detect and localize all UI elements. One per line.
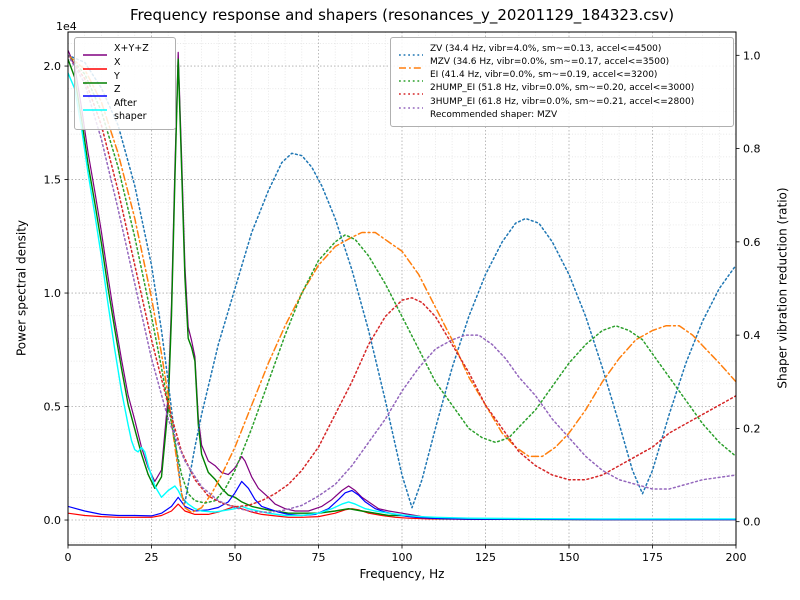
legend-item-3hump-ei: 3HUMP_EI (61.8 Hz, vibr=0.0%, sm~=0.21, … [398, 96, 726, 109]
right-y-tick-label: 1.0 [743, 49, 761, 62]
legend-label: ZV (34.4 Hz, vibr=4.0%, sm~=0.13, accel<… [430, 44, 662, 54]
series-z [68, 480, 736, 521]
line-swatch-y [82, 72, 108, 84]
recommended-shaper-note: Recommended shaper: MZV [430, 109, 726, 121]
series-ei [68, 54, 736, 504]
series-after-shaper [68, 72, 736, 520]
legend-item-mzv: MZV (34.6 Hz, vibr=0.0%, sm~=0.17, accel… [398, 56, 726, 69]
legend-item-x: X [82, 57, 168, 70]
legend-item-xyz: X+Y+Z [82, 43, 168, 56]
line-swatch-xyz [82, 44, 108, 56]
x-tick-label: 150 [559, 551, 580, 564]
right-y-tick-label: 0.8 [743, 143, 761, 156]
legend-item-ei: EI (41.4 Hz, vibr=0.0%, sm~=0.19, accel<… [398, 69, 726, 83]
chart-title: Frequency response and shapers (resonanc… [129, 6, 675, 24]
line-swatch-mzv [398, 57, 424, 69]
left-y-axis-label: Power spectral density [14, 219, 29, 357]
legend-label: 3HUMP_EI (61.8 Hz, vibr=0.0%, sm~=0.21, … [430, 96, 695, 107]
line-swatch-2hump-ei [398, 83, 424, 96]
line-swatch-3hump-ei [398, 97, 424, 109]
x-tick-label: 125 [475, 551, 496, 564]
series-x-y-z [68, 49, 736, 521]
right-y-tick-label: 0.6 [743, 236, 761, 249]
left-y-tick-label: 2.0 [44, 60, 62, 73]
legend-label: Z [114, 84, 121, 96]
psd-legend: X+Y+Z X Y Z After shaper [74, 37, 176, 130]
shaper-legend: ZV (34.4 Hz, vibr=4.0%, sm~=0.13, accel<… [390, 37, 734, 127]
line-swatch-z [82, 85, 108, 98]
legend-item-after-shaper: After shaper [82, 98, 168, 124]
left-y-tick-label: 1.0 [44, 287, 62, 300]
x-tick-label: 75 [312, 551, 326, 564]
legend-label: 2HUMP_EI (51.8 Hz, vibr=0.0%, sm~=0.20, … [430, 83, 695, 94]
right-y-tick-label: 0.0 [743, 516, 761, 529]
legend-item-z: Z [82, 84, 168, 98]
series-y [68, 58, 736, 521]
right-y-tick-label: 0.2 [743, 422, 761, 435]
x-axis-label: Frequency, Hz [359, 567, 445, 581]
left-y-tick-label: 1.5 [44, 174, 62, 187]
line-swatch-ei [398, 70, 424, 83]
x-tick-label: 175 [642, 551, 663, 564]
series-zv [68, 54, 736, 509]
line-swatch-zv [398, 44, 424, 56]
legend-item-y: Y [82, 71, 168, 84]
axis-ticks: 0 25 50 75 100 125 150 175 200 0.0 0.5 1.0 1.5 2.0 0.0… [44, 49, 761, 564]
legend-item-zv: ZV (34.4 Hz, vibr=4.0%, sm~=0.13, accel<… [398, 43, 726, 56]
x-tick-label: 25 [145, 551, 159, 564]
legend-label: X+Y+Z [114, 43, 149, 54]
line-swatch-x [82, 58, 108, 70]
legend-label: MZV (34.6 Hz, vibr=0.0%, sm~=0.17, accel… [430, 57, 670, 68]
y-axis-offset-label: 1e4 [56, 20, 77, 33]
legend-label: Recommended shaper: MZV [430, 109, 558, 120]
legend-label: Y [114, 70, 120, 82]
line-swatch-after-shaper [82, 99, 108, 112]
legend-item-2hump-ei: 2HUMP_EI (51.8 Hz, vibr=0.0%, sm~=0.20, … [398, 82, 726, 96]
right-y-tick-label: 0.4 [743, 329, 761, 342]
legend-label: X [114, 56, 121, 68]
x-tick-label: 200 [726, 551, 747, 564]
x-tick-label: 0 [65, 551, 72, 564]
series-x [68, 503, 736, 521]
series-group [68, 49, 736, 521]
left-y-tick-label: 0.0 [44, 514, 62, 527]
series-mzv [68, 54, 736, 514]
legend-label: After shaper [114, 98, 147, 123]
x-tick-label: 100 [392, 551, 413, 564]
x-tick-label: 50 [228, 551, 242, 564]
series-3hump-ei [68, 54, 736, 514]
left-y-tick-label: 0.5 [44, 401, 62, 414]
right-y-axis-label: Shaper vibration reduction (ratio) [775, 187, 790, 389]
legend-label: EI (41.4 Hz, vibr=0.0%, sm~=0.19, accel<… [430, 70, 658, 81]
